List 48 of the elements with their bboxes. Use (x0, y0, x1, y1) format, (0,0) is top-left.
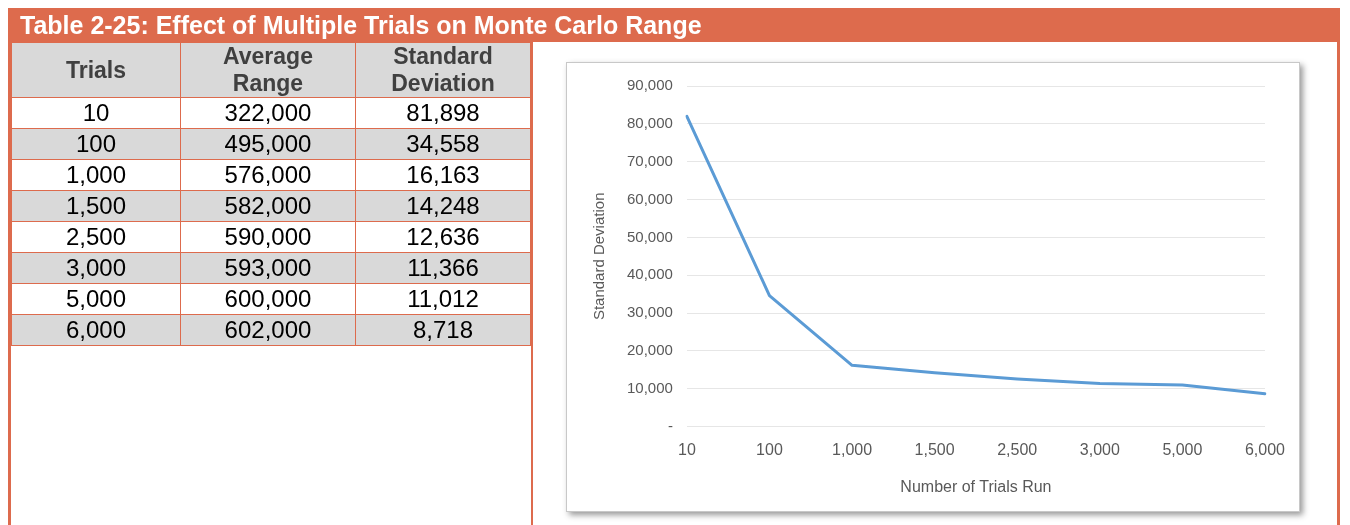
data-label: 322,000 (180, 97, 356, 129)
data-label: 14,248 (355, 190, 531, 222)
series-label: Standard Deviation (355, 42, 531, 98)
category-label: 5,000 (11, 283, 181, 315)
data-label: 602,000 (180, 314, 356, 346)
data-label: 11,012 (355, 283, 531, 315)
category-label: 10 (11, 97, 181, 129)
category-label: 3,000 (11, 252, 181, 284)
x-tick-label: 3,000 (1079, 440, 1120, 458)
x-axis-title: Number of Trials Run (900, 477, 1052, 495)
x-tick-label: 1,000 (832, 440, 873, 458)
x-tick-label: 2,500 (997, 440, 1038, 458)
category-label: 2,500 (11, 221, 181, 253)
data-label: 495,000 (180, 128, 356, 160)
data-label: 12,636 (355, 221, 531, 253)
y-tick-label: 10,000 (626, 378, 673, 396)
data-label: 576,000 (180, 159, 356, 191)
x-tick-label: 10 (677, 440, 696, 458)
data-label: 11,366 (355, 252, 531, 284)
data-label: 590,000 (180, 221, 356, 253)
y-tick-label: 90,000 (626, 76, 673, 94)
y-tick-label: 20,000 (626, 341, 673, 359)
x-tick-label: 5,000 (1162, 440, 1203, 458)
data-label: 81,898 (355, 97, 531, 129)
data-label: 16,163 (355, 159, 531, 191)
series-label: Average Range (180, 42, 356, 98)
data-label: 600,000 (180, 283, 356, 315)
category-label: 6,000 (11, 314, 181, 346)
text: Table 2-25: Effect of Multiple Trials on Monte Carlo Range (8, 8, 1340, 42)
y-tick-label: 30,000 (626, 303, 673, 321)
y-tick-label: 60,000 (626, 189, 673, 207)
y-tick-label: 40,000 (626, 265, 673, 283)
data-label: 582,000 (180, 190, 356, 222)
y-tick-label: 80,000 (626, 113, 673, 131)
y-tick-label: 50,000 (626, 227, 673, 245)
y-axis-title: Standard Deviation (590, 192, 608, 321)
text: Trials (11, 42, 181, 98)
x-tick-label: 1,500 (914, 440, 955, 458)
data-label: 593,000 (180, 252, 356, 284)
y-tick-label: - (667, 416, 673, 434)
y-tick-label: 70,000 (626, 151, 673, 169)
category-label: 1,500 (11, 190, 181, 222)
data-label: 34,558 (355, 128, 531, 160)
category-label: 100 (11, 128, 181, 160)
x-tick-label: 6,000 (1244, 440, 1286, 458)
data-label: 8,718 (355, 314, 531, 346)
x-tick-label: 100 (756, 440, 783, 458)
category-label: 1,000 (11, 159, 181, 191)
